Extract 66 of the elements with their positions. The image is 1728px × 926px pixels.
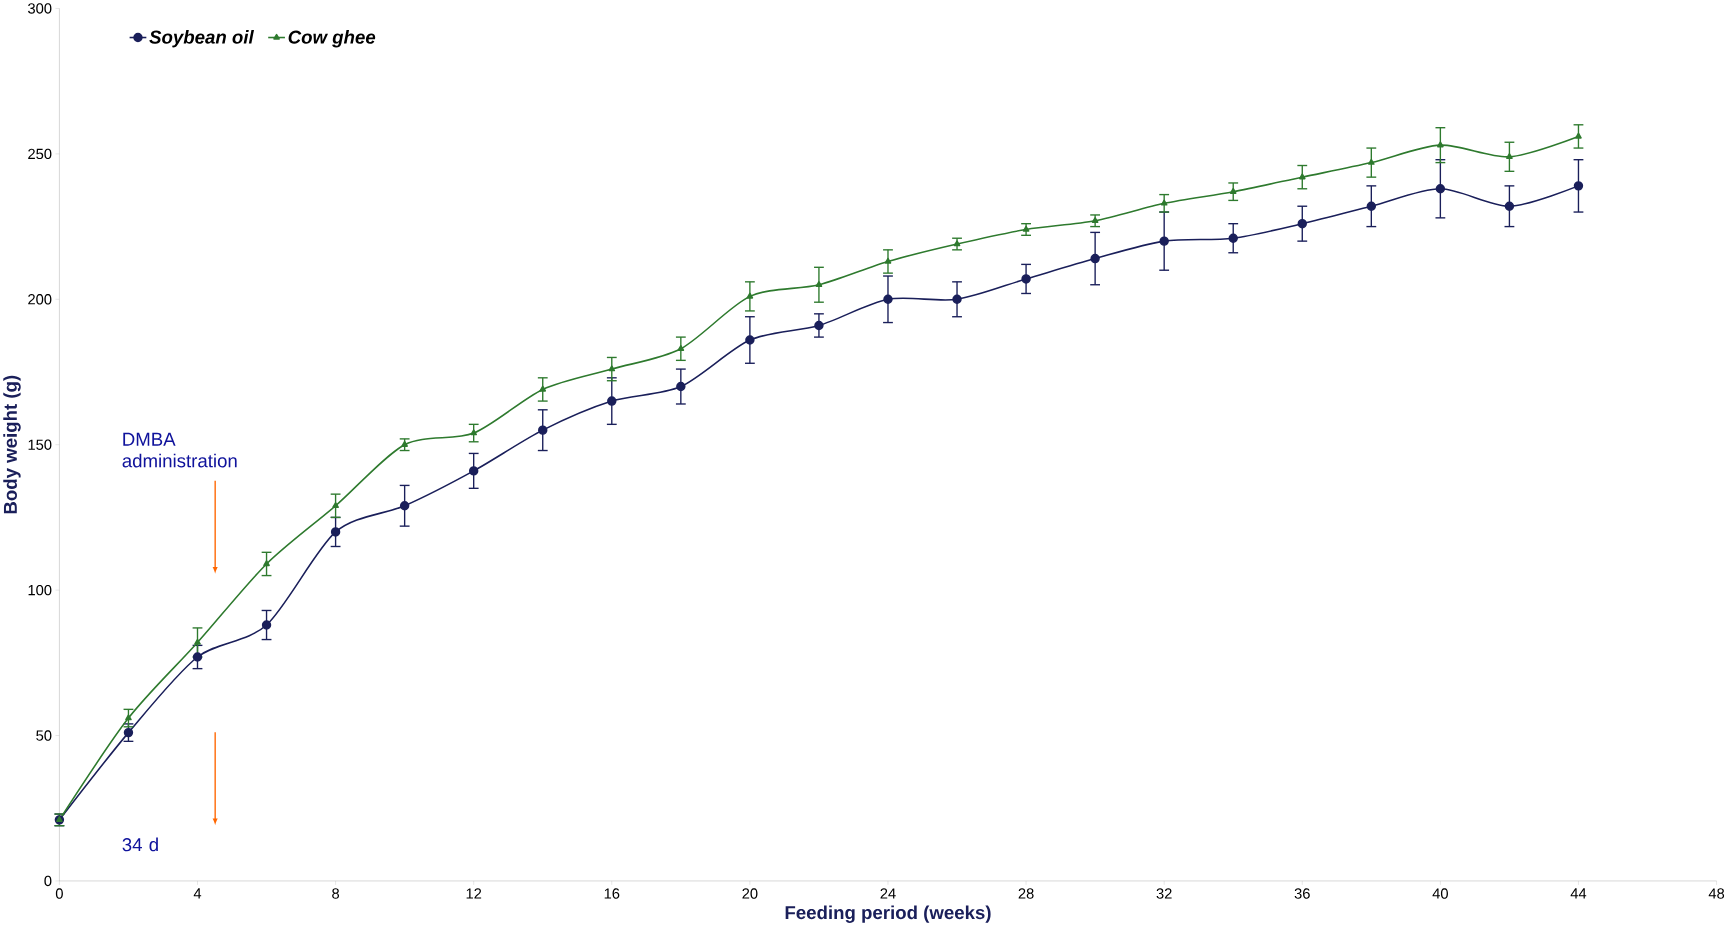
- x-tick-label: 8: [332, 888, 340, 899]
- x-tick-label: 16: [604, 888, 620, 899]
- point: [883, 294, 893, 304]
- point: [399, 500, 410, 511]
- x-tick-label: 4: [193, 888, 202, 899]
- legend-label: Soybean oil: [149, 29, 254, 48]
- x-tick-label: 36: [1294, 888, 1310, 899]
- point: [1367, 158, 1375, 165]
- point: [676, 381, 686, 392]
- point: [1159, 236, 1169, 246]
- point: [261, 620, 272, 630]
- y-tick-label: 150: [28, 439, 52, 450]
- point: [330, 527, 341, 537]
- point: [1298, 173, 1306, 180]
- x-tick-label: 44: [1570, 888, 1587, 899]
- point: [470, 429, 478, 436]
- point: [1504, 201, 1515, 211]
- point: [884, 257, 892, 264]
- x-axis-title: Feeding period (weeks): [785, 905, 991, 923]
- point: [1366, 201, 1377, 211]
- point: [1160, 199, 1168, 206]
- point: [1575, 132, 1582, 139]
- point: [815, 280, 823, 287]
- point: [677, 344, 685, 351]
- point: [746, 292, 754, 299]
- y-tick-label: 0: [44, 875, 52, 887]
- point: [745, 335, 755, 345]
- point: [1229, 187, 1237, 194]
- y-tick-label: 100: [28, 584, 52, 596]
- point: [125, 714, 132, 721]
- point: [1090, 253, 1100, 264]
- point: [607, 396, 617, 406]
- point: [332, 501, 339, 508]
- y-tick-label: 50: [36, 730, 52, 741]
- x-tick-label: 20: [742, 888, 758, 899]
- point: [952, 294, 962, 304]
- x-tick-label: 32: [1156, 888, 1172, 899]
- point: [468, 466, 479, 476]
- point: [1437, 141, 1444, 148]
- point: [1021, 274, 1031, 284]
- point: [1435, 183, 1446, 194]
- x-tick-label: 0: [55, 888, 63, 899]
- x-tick-label: 24: [880, 888, 896, 899]
- point: [123, 727, 134, 738]
- point: [814, 320, 824, 331]
- x-tick-label: 12: [466, 888, 482, 899]
- x-tick-label: 48: [1708, 888, 1725, 899]
- point: [1297, 218, 1307, 229]
- point: [194, 638, 201, 645]
- point: [538, 425, 548, 435]
- y-axis-title: Body weight (g): [3, 375, 21, 514]
- point: [1506, 152, 1513, 159]
- y-tick-label: 200: [28, 293, 52, 305]
- point: [539, 385, 547, 392]
- x-tick-label: 40: [1432, 888, 1448, 899]
- point: [1573, 181, 1584, 191]
- y-tick-label: 250: [28, 148, 52, 159]
- point: [608, 365, 616, 372]
- point: [263, 560, 270, 567]
- annotation: 34 d: [122, 837, 158, 852]
- legend-label: Cow ghee: [288, 29, 376, 48]
- y-tick-label: 300: [28, 3, 52, 14]
- x-tick-label: 28: [1018, 888, 1034, 899]
- point: [1228, 233, 1238, 243]
- annotation: DMBA administration: [122, 432, 237, 468]
- point: [192, 652, 203, 662]
